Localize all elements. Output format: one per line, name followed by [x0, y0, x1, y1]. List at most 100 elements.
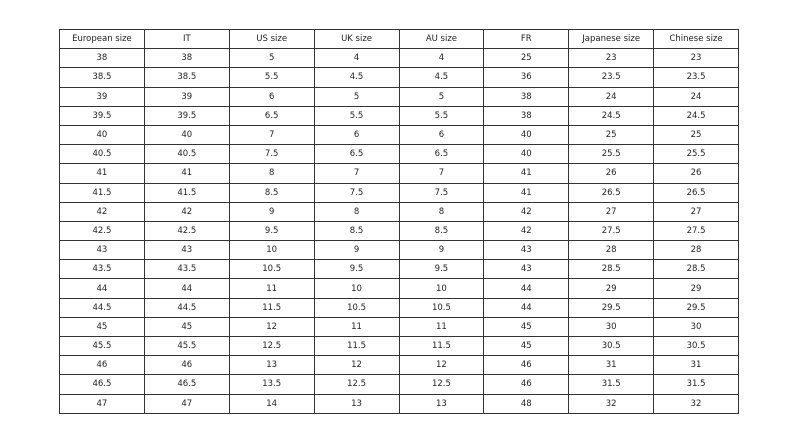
- table-row: 44 44 11 10 10 44 29 29: [59, 278, 739, 299]
- table-cell: 12.5: [313, 374, 400, 395]
- table-cell: 9.5: [398, 259, 485, 280]
- table-cell: 42.5: [143, 220, 230, 242]
- table-cell: 43: [59, 240, 145, 261]
- table-cell: 48: [483, 393, 570, 414]
- table-cell: 10: [398, 278, 485, 299]
- table-cell: 45.5: [59, 335, 145, 357]
- table-cell: 6.5: [228, 105, 315, 126]
- table-cell: 4: [313, 48, 400, 69]
- table-cell: 38: [59, 48, 145, 69]
- table-cell: 9: [228, 201, 315, 222]
- table-cell: 25.5: [568, 144, 655, 165]
- table-cell: 8.5: [398, 220, 485, 242]
- table-cell: 26.5: [568, 182, 655, 203]
- table-cell: 24: [653, 86, 739, 107]
- table-cell: 31.5: [568, 374, 655, 395]
- table-row: 46 46 13 12 12 46 31 31: [59, 355, 739, 376]
- table-cell: 13: [313, 393, 400, 414]
- table-cell: 30.5: [653, 335, 739, 357]
- table-row: 44.5 44.5 11.5 10.5 10.5 44 29.5 29.5: [59, 297, 739, 318]
- table-cell: 27.5: [568, 220, 655, 242]
- table-cell: 5: [228, 48, 315, 69]
- table-cell: 10.5: [313, 297, 400, 318]
- table-row: 39.5 39.5 6.5 5.5 5.5 38 24.5 24.5: [59, 105, 739, 126]
- table-row: 38 38 5 4 4 25 23 23: [59, 48, 739, 69]
- table-cell: 8: [313, 201, 400, 222]
- table-cell: 5.5: [228, 67, 315, 88]
- table-cell: 42: [59, 201, 145, 222]
- table-cell: 12: [313, 355, 400, 376]
- table-cell: 39: [143, 86, 230, 107]
- column-header: FR: [483, 28, 570, 50]
- table-cell: 8.5: [228, 182, 315, 203]
- table-cell: 11: [398, 316, 485, 338]
- table-cell: 32: [568, 393, 655, 414]
- header-row: European size IT US size UK size AU size FR Ja…: [59, 28, 739, 50]
- table-cell: 46: [59, 355, 145, 376]
- table-cell: 41: [483, 182, 570, 203]
- table-cell: 44: [59, 278, 145, 299]
- table-cell: 7.5: [398, 182, 485, 203]
- table-cell: 41: [59, 163, 145, 184]
- table-cell: 12: [398, 355, 485, 376]
- table-cell: 45: [483, 316, 570, 338]
- table-cell: 41.5: [143, 182, 230, 203]
- table-cell: 10: [313, 278, 400, 299]
- table-cell: 30: [653, 316, 739, 338]
- table-cell: 40: [59, 124, 145, 146]
- table-cell: 44: [483, 278, 570, 299]
- table-cell: 5.5: [313, 105, 400, 126]
- table-cell: 42: [483, 220, 570, 242]
- table-cell: 25: [483, 48, 570, 69]
- table-cell: 13: [398, 393, 485, 414]
- table-cell: 23.5: [653, 67, 739, 88]
- table-cell: 44.5: [59, 297, 145, 318]
- table-cell: 25: [568, 124, 655, 146]
- table-cell: 44: [143, 278, 230, 299]
- table-cell: 14: [228, 393, 315, 414]
- table-cell: 11.5: [313, 335, 400, 357]
- table-cell: 28: [653, 240, 739, 261]
- table-cell: 41: [483, 163, 570, 184]
- table-cell: 40.5: [143, 144, 230, 165]
- table-cell: 5: [398, 86, 485, 107]
- table-cell: 29.5: [568, 297, 655, 318]
- table-cell: 43.5: [143, 259, 230, 280]
- table-cell: 7.5: [313, 182, 400, 203]
- table-row: 45.5 45.5 12.5 11.5 11.5 45 30.5 30.5: [59, 335, 739, 357]
- table-cell: 31: [653, 355, 739, 376]
- table-cell: 28.5: [653, 259, 739, 280]
- table-cell: 46: [483, 374, 570, 395]
- table-cell: 9: [313, 240, 400, 261]
- table-cell: 7.5: [228, 144, 315, 165]
- table-cell: 13: [228, 355, 315, 376]
- table-cell: 11.5: [398, 335, 485, 357]
- table-cell: 11: [313, 316, 400, 338]
- column-header: US size: [228, 28, 315, 50]
- table-cell: 47: [59, 393, 145, 414]
- table-row: 43.5 43.5 10.5 9.5 9.5 43 28.5 28.5: [59, 259, 739, 280]
- table-cell: 46: [483, 355, 570, 376]
- column-header: Japanese size: [568, 28, 655, 50]
- table-cell: 6: [398, 124, 485, 146]
- table-cell: 7: [398, 163, 485, 184]
- table-cell: 7: [313, 163, 400, 184]
- table-cell: 38.5: [143, 67, 230, 88]
- table-cell: 6: [228, 86, 315, 107]
- table-cell: 45: [59, 316, 145, 338]
- table-cell: 31.5: [653, 374, 739, 395]
- table-cell: 12.5: [228, 335, 315, 357]
- table-cell: 43.5: [59, 259, 145, 280]
- table-cell: 9.5: [313, 259, 400, 280]
- table-row: 41 41 8 7 7 41 26 26: [59, 163, 739, 184]
- table-cell: 38: [483, 86, 570, 107]
- table-cell: 45: [483, 335, 570, 357]
- table-cell: 43: [483, 259, 570, 280]
- table-cell: 45: [143, 316, 230, 338]
- table-cell: 45.5: [143, 335, 230, 357]
- table-row: 46.5 46.5 13.5 12.5 12.5 46 31.5 31.5: [59, 374, 739, 395]
- table-cell: 42: [143, 201, 230, 222]
- table-cell: 29: [568, 278, 655, 299]
- column-header: IT: [143, 28, 230, 50]
- table-row: 42 42 9 8 8 42 27 27: [59, 201, 739, 222]
